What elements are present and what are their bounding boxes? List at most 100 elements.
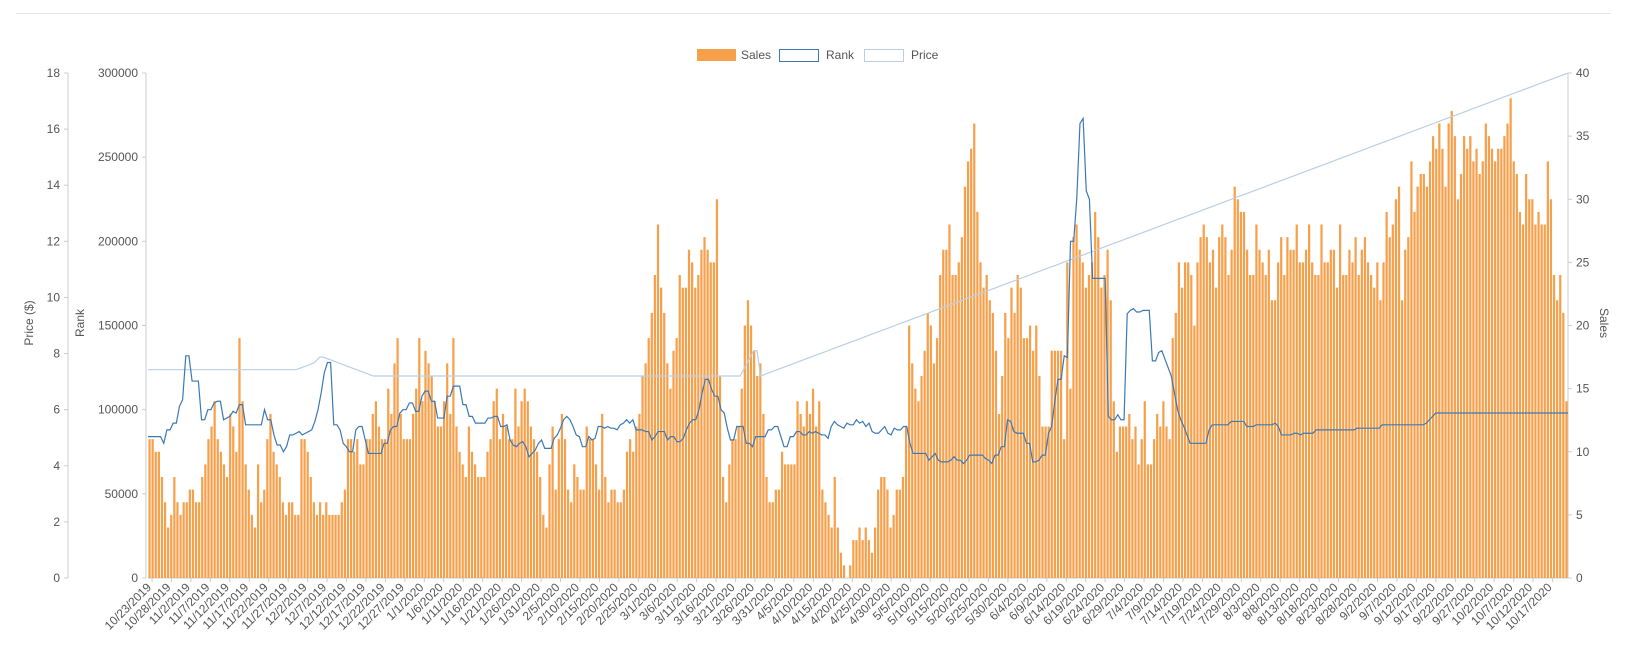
sales-bar[interactable] — [1419, 174, 1422, 578]
sales-bar[interactable] — [393, 363, 396, 579]
sales-bar[interactable] — [1168, 439, 1171, 579]
sales-bar[interactable] — [1196, 262, 1199, 579]
sales-bar[interactable] — [1261, 262, 1264, 579]
sales-bar[interactable] — [610, 489, 613, 579]
sales-bar[interactable] — [328, 514, 331, 579]
sales-bar[interactable] — [1481, 161, 1484, 579]
sales-bar[interactable] — [241, 401, 244, 578]
sales-bar[interactable] — [672, 350, 675, 578]
sales-bar[interactable] — [1156, 413, 1159, 579]
sales-bar[interactable] — [216, 439, 219, 579]
sales-bar[interactable] — [942, 249, 945, 578]
sales-bar[interactable] — [1007, 338, 1010, 579]
sales-bar[interactable] — [746, 300, 750, 578]
sales-bar[interactable] — [873, 527, 877, 579]
sales-bar[interactable] — [945, 249, 948, 578]
sales-bar[interactable] — [219, 451, 222, 578]
sales-bar[interactable] — [1342, 275, 1345, 578]
sales-bar[interactable] — [1565, 401, 1568, 578]
legend-price-swatch[interactable] — [864, 49, 904, 62]
sales-bar[interactable] — [765, 477, 768, 578]
sales-bar[interactable] — [1171, 338, 1174, 579]
sales-bar[interactable] — [430, 376, 433, 578]
sales-bar[interactable] — [1106, 249, 1109, 578]
sales-bar[interactable] — [405, 439, 408, 579]
sales-bar[interactable] — [151, 439, 154, 579]
sales-bar[interactable] — [247, 489, 250, 579]
sales-bar[interactable] — [201, 477, 204, 578]
sales-bar[interactable] — [1221, 224, 1224, 579]
sales-bar[interactable] — [1332, 249, 1336, 578]
sales-bar[interactable] — [1190, 275, 1193, 578]
sales-bar[interactable] — [1180, 287, 1184, 579]
sales-bar[interactable] — [470, 451, 474, 578]
sales-bar[interactable] — [985, 275, 988, 578]
sales-bar[interactable] — [932, 363, 936, 579]
sales-bar[interactable] — [960, 237, 963, 579]
sales-bar[interactable] — [864, 527, 867, 579]
sales-bar[interactable] — [641, 376, 644, 578]
sales-bar[interactable] — [954, 275, 957, 578]
sales-bar[interactable] — [703, 237, 706, 579]
sales-bar[interactable] — [1494, 161, 1497, 579]
sales-bar[interactable] — [573, 464, 576, 579]
sales-bar[interactable] — [908, 325, 911, 579]
sales-bar[interactable] — [613, 489, 616, 579]
sales-bar[interactable] — [1245, 249, 1249, 578]
sales-bar[interactable] — [1084, 287, 1087, 579]
sales-bar[interactable] — [1025, 338, 1029, 579]
sales-bar[interactable] — [570, 502, 573, 578]
sales-bar[interactable] — [1100, 287, 1103, 579]
sales-bar[interactable] — [743, 325, 746, 579]
sales-bar[interactable] — [1218, 237, 1221, 579]
sales-bar[interactable] — [759, 363, 762, 579]
sales-bar[interactable] — [1456, 199, 1460, 578]
sales-bar[interactable] — [325, 502, 328, 578]
sales-bar[interactable] — [284, 514, 288, 579]
sales-bar[interactable] — [1478, 174, 1481, 578]
sales-bar[interactable] — [1339, 224, 1342, 579]
sales-bar[interactable] — [1087, 275, 1091, 578]
sales-bar[interactable] — [272, 451, 275, 578]
sales-bar[interactable] — [1276, 262, 1280, 579]
sales-bar[interactable] — [1152, 439, 1156, 579]
sales-bar[interactable] — [1447, 123, 1450, 579]
sales-bar[interactable] — [477, 477, 480, 578]
sales-bar[interactable] — [1335, 287, 1339, 579]
sales-bar[interactable] — [318, 502, 322, 578]
sales-bar[interactable] — [148, 439, 151, 579]
sales-bar[interactable] — [666, 363, 669, 579]
sales-bar[interactable] — [371, 413, 374, 579]
sales-bar[interactable] — [790, 464, 793, 579]
sales-bar[interactable] — [1317, 275, 1320, 578]
sales-bar[interactable] — [1010, 287, 1013, 579]
sales-bar[interactable] — [492, 401, 495, 578]
sales-bar[interactable] — [1503, 136, 1506, 579]
sales-bar[interactable] — [1407, 237, 1410, 579]
sales-bar[interactable] — [1428, 161, 1432, 579]
sales-bar[interactable] — [1311, 262, 1314, 579]
sales-bar[interactable] — [1562, 312, 1565, 579]
sales-bar[interactable] — [917, 401, 920, 578]
sales-bar[interactable] — [1162, 401, 1165, 578]
sales-bar[interactable] — [1556, 300, 1559, 578]
sales-bar[interactable] — [653, 275, 657, 578]
sales-bar[interactable] — [337, 514, 340, 579]
sales-bar[interactable] — [1066, 262, 1069, 579]
sales-bar[interactable] — [1143, 401, 1146, 578]
sales-bar[interactable] — [966, 161, 970, 579]
sales-bar[interactable] — [1422, 174, 1425, 578]
sales-bar[interactable] — [988, 300, 991, 578]
sales-bar[interactable] — [269, 413, 272, 579]
sales-bar[interactable] — [777, 489, 781, 579]
sales-bar[interactable] — [1370, 275, 1373, 578]
sales-bar[interactable] — [263, 489, 266, 579]
sales-bar[interactable] — [1069, 388, 1072, 579]
sales-bar[interactable] — [718, 376, 722, 578]
sales-bar[interactable] — [926, 312, 929, 579]
sales-bar[interactable] — [157, 451, 160, 578]
sales-bar[interactable] — [297, 514, 300, 579]
sales-bar[interactable] — [1103, 275, 1106, 578]
sales-bar[interactable] — [1506, 123, 1509, 579]
sales-bar[interactable] — [557, 439, 560, 579]
